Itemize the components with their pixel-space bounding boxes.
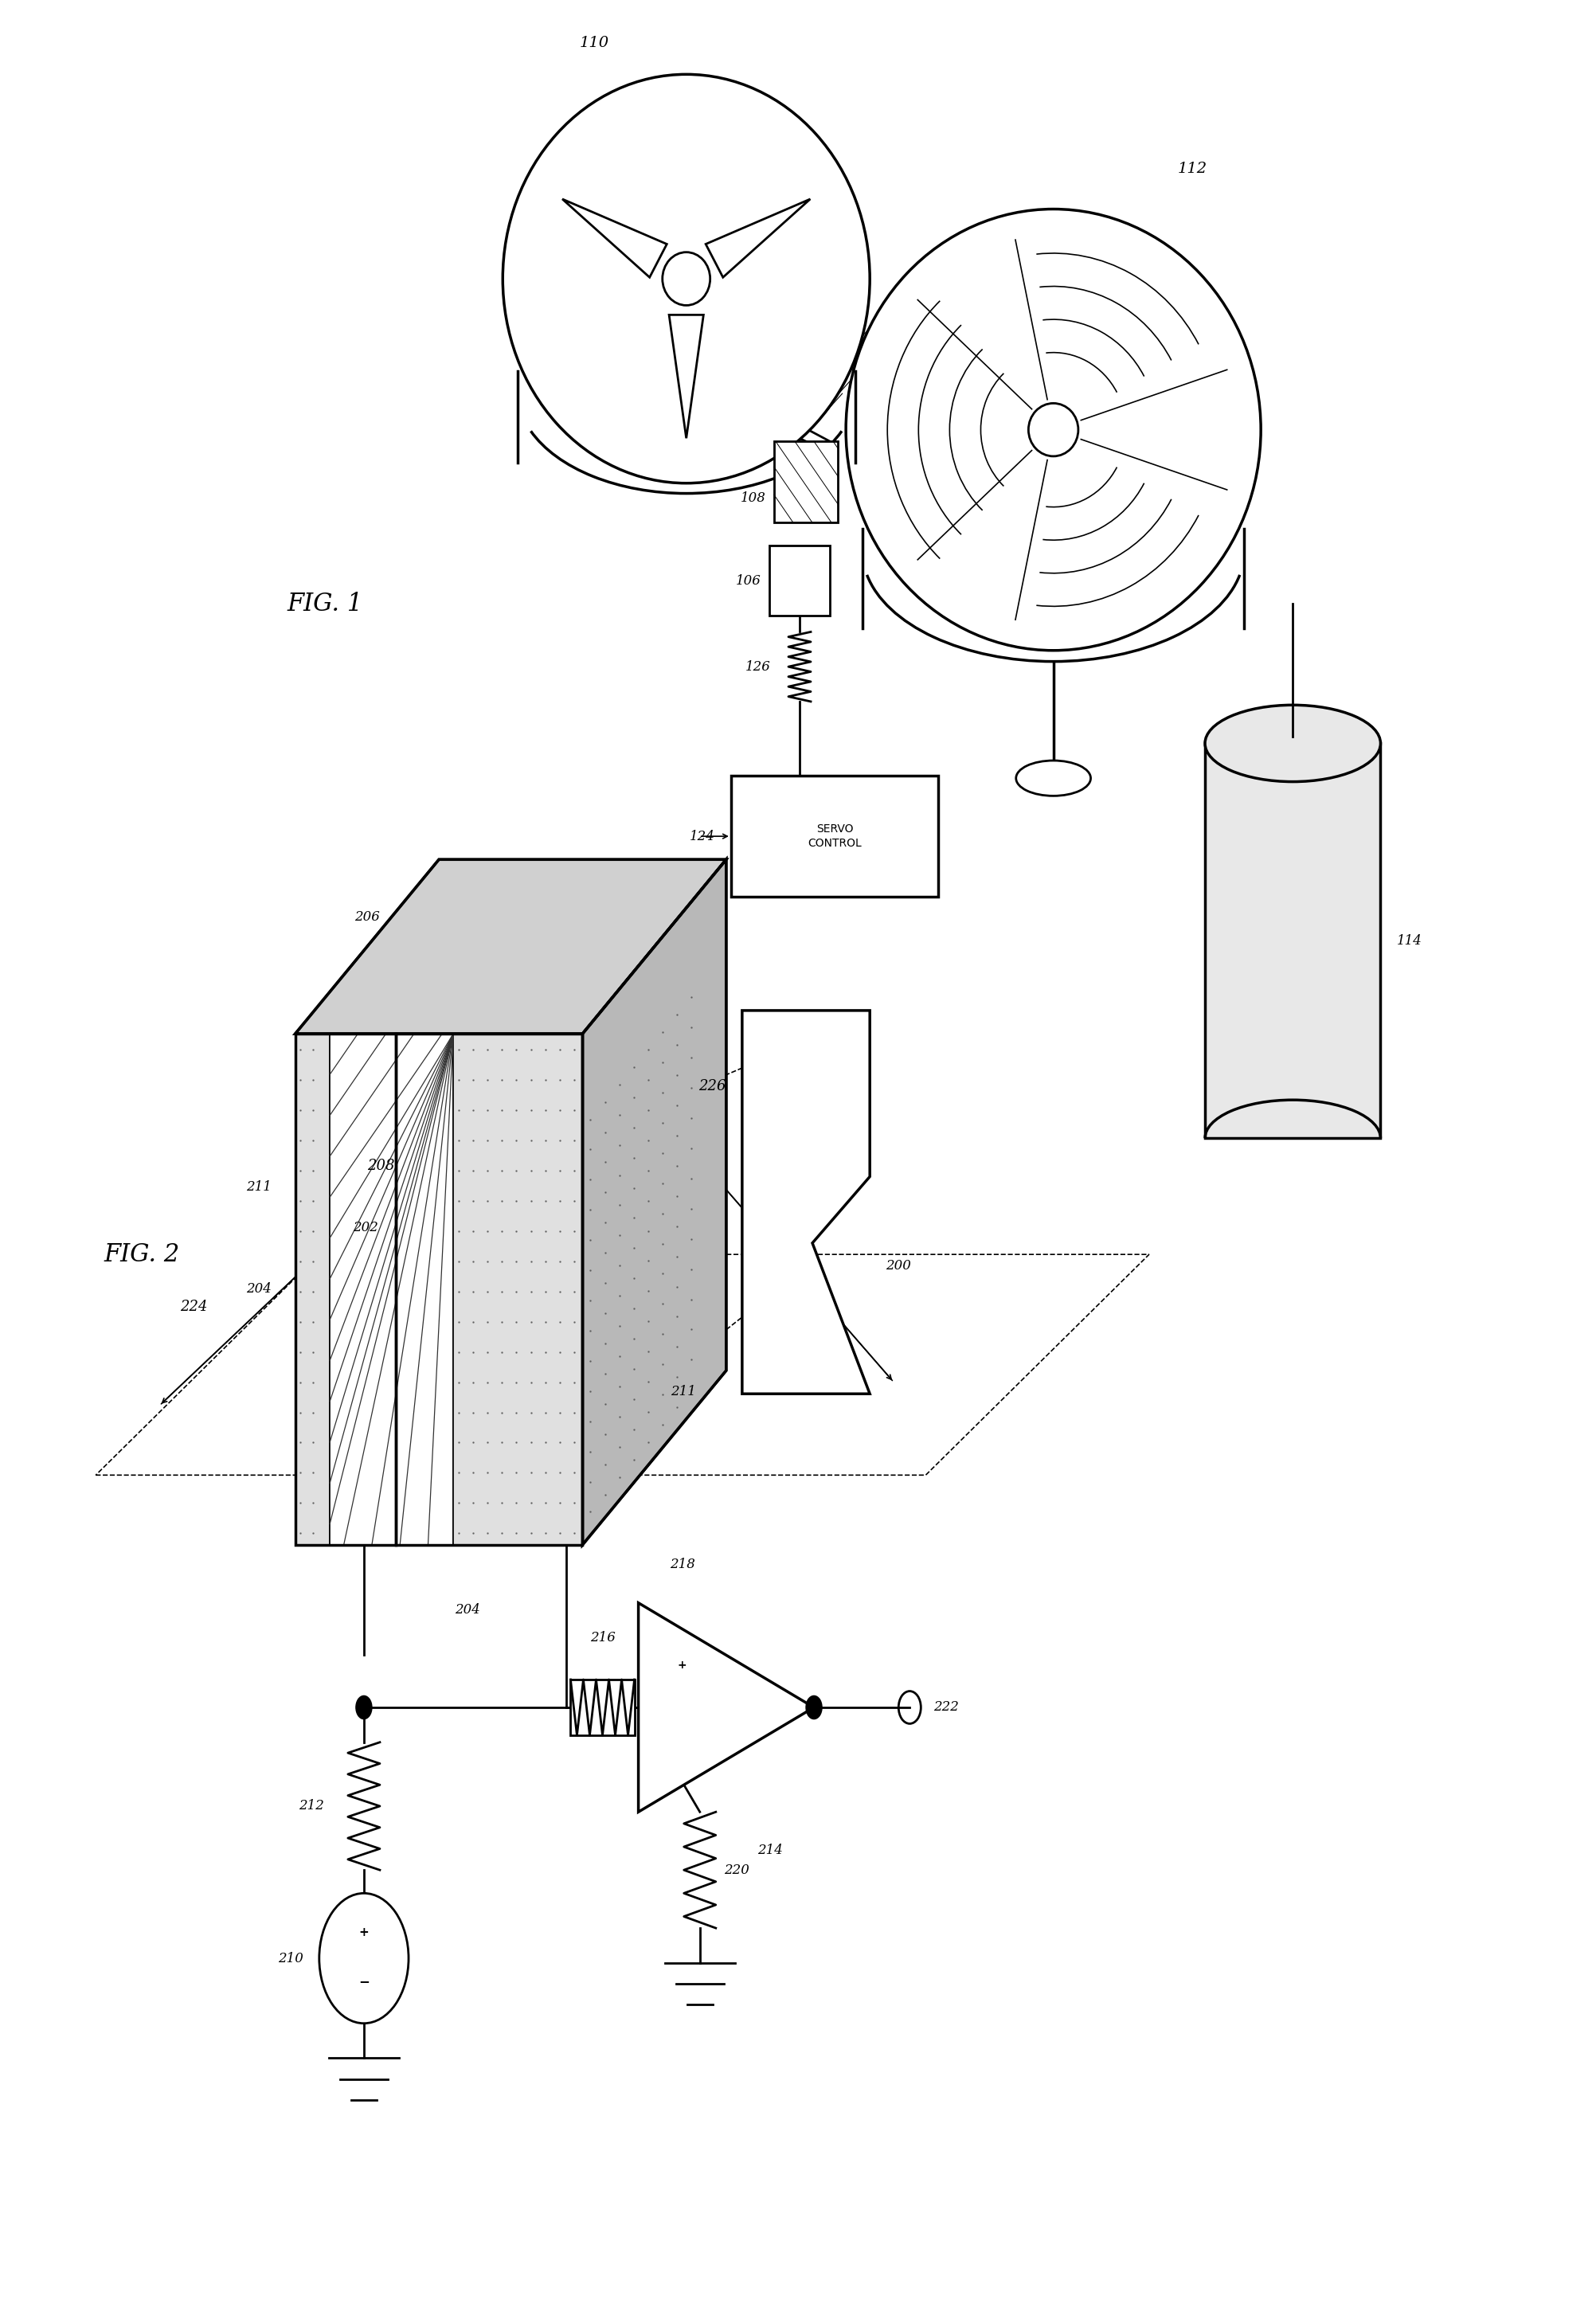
Text: +: +	[359, 1926, 369, 1937]
Text: 220: 220	[725, 1863, 749, 1877]
Circle shape	[806, 1696, 822, 1719]
Text: 222: 222	[934, 1700, 959, 1714]
Text: −: −	[359, 1975, 369, 1988]
Ellipse shape	[503, 74, 870, 483]
Polygon shape	[638, 1603, 814, 1812]
Text: FIG. 2: FIG. 2	[104, 1243, 180, 1266]
Polygon shape	[742, 1011, 870, 1394]
Text: FIG. 1: FIG. 1	[287, 592, 364, 616]
Text: 211: 211	[246, 1180, 271, 1194]
Text: 126: 126	[745, 660, 771, 674]
Polygon shape	[769, 546, 830, 616]
Circle shape	[319, 1893, 409, 2023]
Text: 110: 110	[579, 35, 610, 49]
Text: 108: 108	[741, 492, 766, 504]
Text: 208: 208	[367, 1159, 394, 1173]
Text: 204: 204	[455, 1603, 480, 1617]
Polygon shape	[295, 1034, 330, 1545]
Text: 210: 210	[278, 1951, 303, 1965]
Polygon shape	[453, 1034, 583, 1545]
Polygon shape	[583, 860, 726, 1545]
Text: 224: 224	[180, 1299, 207, 1315]
Ellipse shape	[1017, 760, 1090, 797]
Text: 218: 218	[670, 1559, 694, 1570]
Circle shape	[356, 1696, 372, 1719]
Text: 202: 202	[353, 1222, 378, 1236]
Text: 200: 200	[886, 1259, 911, 1273]
Polygon shape	[731, 776, 938, 897]
Text: 106: 106	[736, 574, 761, 588]
Ellipse shape	[662, 253, 710, 304]
Polygon shape	[295, 860, 726, 1034]
Polygon shape	[1205, 743, 1381, 1138]
Polygon shape	[330, 1034, 453, 1545]
Polygon shape	[570, 1680, 634, 1735]
Polygon shape	[774, 441, 838, 523]
Text: +: +	[678, 1661, 686, 1670]
Text: 214: 214	[758, 1844, 782, 1856]
Text: SERVO
CONTROL: SERVO CONTROL	[808, 822, 862, 850]
Ellipse shape	[1028, 404, 1079, 455]
Text: 204: 204	[246, 1282, 271, 1296]
Text: 114: 114	[1396, 934, 1422, 948]
Text: 112: 112	[1178, 163, 1208, 177]
Text: 206: 206	[354, 911, 380, 922]
Text: 211: 211	[670, 1385, 696, 1398]
Text: 124: 124	[689, 829, 715, 843]
Ellipse shape	[846, 209, 1261, 650]
Ellipse shape	[1205, 706, 1381, 781]
Text: 212: 212	[298, 1800, 324, 1812]
Text: 226: 226	[697, 1078, 726, 1094]
Text: 216: 216	[591, 1631, 614, 1645]
